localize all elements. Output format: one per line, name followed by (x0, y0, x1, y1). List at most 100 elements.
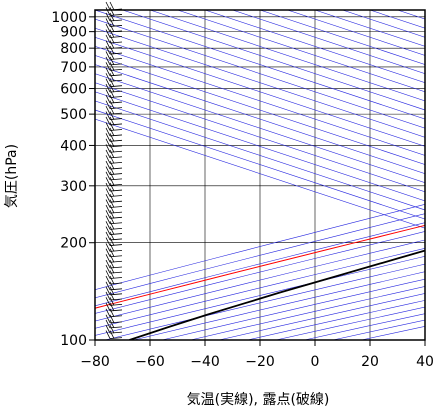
wind-barb-flag (105, 94, 111, 104)
wind-barb (105, 286, 123, 296)
wind-barb (105, 116, 123, 126)
isotherm-line (95, 36, 425, 147)
x-tick-label: 20 (361, 354, 379, 370)
wind-barb-flag (109, 231, 115, 241)
wind-barb (105, 78, 123, 88)
wind-barb-flag (105, 254, 111, 263)
x-tick-label: 0 (311, 354, 320, 370)
x-tick-label: 40 (416, 354, 434, 370)
wind-barb-staff (109, 233, 123, 235)
wind-barb-flag (105, 78, 111, 87)
wind-barb (105, 94, 123, 104)
wind-barb-flag (109, 319, 115, 329)
wind-barb (105, 188, 123, 197)
wind-barb-staff (109, 14, 123, 16)
wind-barb-flag (105, 116, 111, 126)
wind-barb-staff (109, 298, 123, 301)
isotherm-line (95, 55, 425, 165)
wind-barb-flag (105, 177, 111, 186)
wind-barb-flag (109, 259, 115, 269)
wind-barb-staff (109, 282, 123, 285)
wind-barb-staff (109, 30, 123, 33)
wind-barb-staff (109, 277, 123, 279)
wind-barb (105, 302, 123, 312)
isotherm-line (204, 10, 425, 84)
wind-barb (105, 204, 123, 214)
temperature-line (129, 249, 425, 340)
wind-barb-flag (105, 62, 111, 71)
wind-barb-flag (109, 248, 115, 257)
isotherm-line (95, 10, 425, 120)
wind-barb-flag (105, 319, 111, 329)
wind-barb-flag (105, 270, 111, 279)
wind-barb-flag (109, 23, 115, 33)
wind-barb-flag (105, 286, 111, 295)
wind-barb (105, 127, 123, 137)
y-axis-label: 気圧(hPa) (4, 144, 20, 208)
wind-barb-flag (109, 78, 115, 87)
isotherm-line (342, 10, 425, 38)
wind-barb-flag (109, 177, 115, 186)
wind-barb-staff (109, 266, 123, 269)
wind-barb-flag (109, 221, 115, 230)
wind-barb-flag (105, 29, 111, 38)
wind-barb-flag (109, 264, 115, 274)
wind-barb (105, 308, 123, 318)
wind-barb-staff (109, 134, 123, 137)
wind-barb-flag (105, 18, 111, 27)
wind-barb-flag (105, 248, 111, 257)
wind-barb (105, 319, 123, 329)
wind-barb-flag (105, 188, 111, 197)
wind-barb-flag (105, 105, 111, 115)
wind-barb-flag (105, 204, 111, 214)
wind-barb-staff (109, 79, 123, 82)
y-tick-label: 400 (60, 138, 87, 154)
wind-barb-staff (109, 167, 123, 170)
wind-barb-staff (109, 195, 123, 197)
isotherm-line (397, 10, 425, 20)
wind-barb-flag (105, 7, 111, 16)
wind-barb (105, 29, 123, 38)
wind-barb-flag (105, 221, 111, 230)
wind-barb-flag (109, 100, 115, 109)
wind-barb-staff (109, 211, 123, 214)
wind-barb-staff (109, 309, 123, 312)
wind-barb-staff (109, 250, 123, 252)
wind-barb-flag (105, 45, 111, 55)
wind-barb-staff (109, 90, 123, 93)
wind-barb-staff (109, 107, 123, 110)
wind-barb-flag (105, 23, 111, 33)
wind-barb (105, 210, 123, 219)
wind-barb (105, 1, 123, 11)
wind-barb (105, 199, 123, 208)
wind-barb-staff (109, 150, 123, 153)
wind-barb (105, 259, 123, 269)
wind-barb (105, 111, 123, 120)
wind-barb-staff (109, 129, 123, 131)
wind-barb-flag (105, 160, 111, 170)
wind-barb-flag (105, 291, 111, 301)
wind-barb-flag (105, 281, 111, 290)
wind-barb-staff (109, 255, 123, 258)
wind-barb (105, 314, 123, 324)
wind-barb-flag (109, 83, 115, 93)
wind-barb (105, 226, 123, 235)
y-tick-label: 700 (60, 60, 87, 76)
wind-barb-flag (109, 127, 115, 137)
wind-barb-flag (105, 259, 111, 269)
wind-barb (105, 23, 123, 33)
wind-barb (105, 254, 123, 263)
wind-barb-flag (109, 12, 115, 22)
wind-barb-staff (109, 200, 123, 203)
wind-barb (105, 7, 123, 16)
wind-barb-flag (109, 270, 115, 279)
wind-barb-flag (109, 34, 115, 44)
isotherm-line (232, 10, 425, 74)
wind-barb-staff (109, 293, 123, 296)
wind-barb (105, 89, 123, 98)
wind-barb-flag (109, 291, 115, 301)
wind-barb (105, 231, 123, 241)
wind-barb (105, 166, 123, 175)
